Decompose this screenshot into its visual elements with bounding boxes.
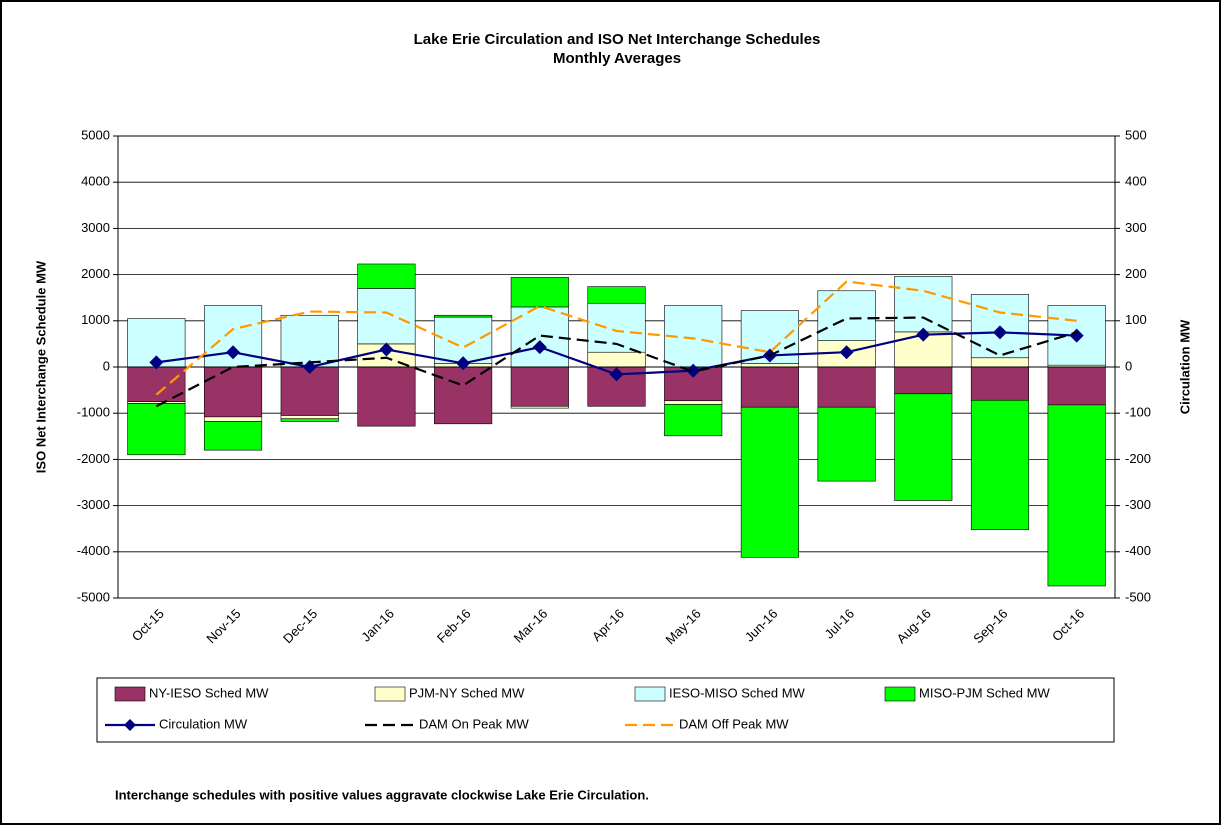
legend-swatch: [374, 686, 406, 702]
bar: [587, 286, 646, 304]
legend-box: [96, 677, 1115, 743]
line-marker: [149, 355, 164, 370]
bar: [357, 263, 416, 289]
line-marker: [379, 342, 394, 357]
bar: [127, 403, 186, 456]
legend-swatch: [634, 686, 666, 702]
legend-label: MISO-PJM Sched MW: [919, 685, 1050, 700]
bar: [740, 366, 799, 408]
y-tick-label: 0: [103, 358, 110, 373]
bar: [970, 366, 1030, 401]
bar: [280, 314, 339, 368]
y2-tick-label: -500: [1125, 589, 1151, 604]
bar: [280, 415, 339, 420]
y2-tick-label: -300: [1125, 497, 1151, 512]
bar: [434, 316, 493, 364]
bar: [357, 288, 416, 345]
legend-label: NY-IESO Sched MW: [149, 685, 269, 700]
bar: [817, 290, 876, 341]
line-series: [155, 280, 1077, 396]
bar: [357, 366, 416, 427]
bar: [894, 276, 953, 333]
legend-label: DAM Off Peak MW: [679, 716, 789, 731]
y2-tick-label: 100: [1125, 312, 1147, 327]
y-tick-label: 3000: [81, 220, 110, 235]
bar: [970, 399, 1030, 530]
bar: [740, 406, 799, 558]
y2-tick-label: 300: [1125, 220, 1147, 235]
y-tick-label: 5000: [81, 127, 110, 142]
bar: [203, 366, 263, 418]
bar: [970, 357, 1030, 368]
line-marker: [456, 356, 471, 371]
legend-marker: [124, 719, 136, 731]
line-marker: [226, 345, 241, 360]
bar: [280, 366, 339, 416]
bar: [664, 400, 723, 405]
chart-subtitle: Monthly Averages: [553, 50, 681, 67]
line-marker: [686, 363, 701, 378]
bar: [817, 366, 876, 408]
y2-tick-label: -100: [1125, 405, 1151, 420]
bar: [740, 363, 799, 368]
y2-tick-label: 200: [1125, 266, 1147, 281]
legend-label: Circulation MW: [159, 716, 248, 731]
y-tick-label: -1000: [77, 405, 110, 420]
bar: [894, 366, 953, 395]
bar: [203, 416, 263, 422]
bar: [817, 406, 876, 482]
bar: [510, 405, 569, 409]
line-series: [155, 316, 1077, 408]
y-tick-label: -5000: [77, 589, 110, 604]
y-axis-label: ISO Net Interchange Schedule MW: [33, 260, 48, 473]
bar: [203, 421, 263, 451]
y2-tick-label: 400: [1125, 174, 1147, 189]
y2-axis-label: Circulation MW: [1177, 319, 1192, 414]
legend-swatch: [114, 686, 146, 702]
y-tick-label: 1000: [81, 312, 110, 327]
bar: [587, 351, 646, 368]
bar: [510, 277, 569, 308]
legend-label: PJM-NY Sched MW: [409, 685, 525, 700]
legend-swatch: [884, 686, 916, 702]
legend-label: DAM On Peak MW: [419, 716, 530, 731]
legend-label: IESO-MISO Sched MW: [669, 685, 806, 700]
y2-tick-label: -400: [1125, 543, 1151, 558]
chart-title: Lake Erie Circulation and ISO Net Interc…: [414, 31, 821, 48]
line-marker: [532, 340, 547, 355]
note: Interchange schedules with positive valu…: [115, 787, 649, 802]
bar: [664, 404, 723, 437]
line-marker: [609, 367, 624, 382]
y2-tick-label: 500: [1125, 127, 1147, 142]
y-tick-label: -2000: [77, 451, 110, 466]
y-tick-label: 4000: [81, 174, 110, 189]
line-marker: [302, 360, 317, 374]
line-marker: [916, 327, 931, 342]
bar: [1047, 404, 1106, 587]
y-tick-label: -3000: [77, 497, 110, 512]
bar: [510, 366, 569, 407]
y-tick-label: 2000: [81, 266, 110, 281]
y2-tick-label: -200: [1125, 451, 1151, 466]
bar: [280, 418, 339, 422]
y2-tick-label: 0: [1125, 358, 1132, 373]
line-marker: [839, 345, 854, 360]
bar: [434, 314, 493, 318]
bar: [1047, 366, 1106, 406]
bar: [894, 393, 953, 501]
bar: [434, 366, 493, 425]
y-tick-label: -4000: [77, 543, 110, 558]
line-marker: [992, 325, 1007, 340]
line-marker: [1069, 328, 1084, 343]
